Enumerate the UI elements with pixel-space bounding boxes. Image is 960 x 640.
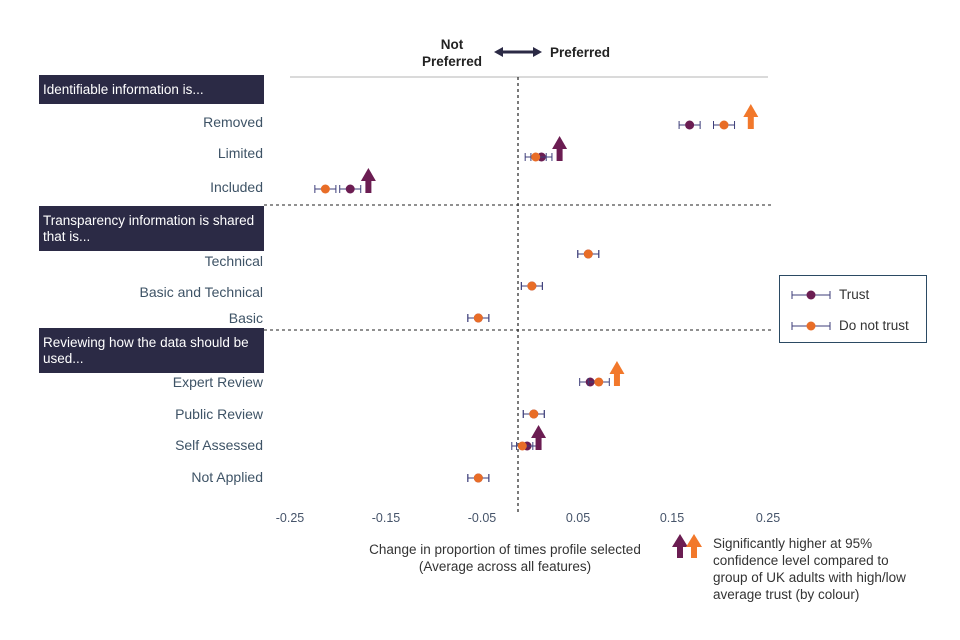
x-tick-label: 0.15	[659, 511, 685, 525]
x-tick-label: 0.05	[565, 511, 591, 525]
errorbar-point-do-not-trust	[587, 377, 610, 387]
errorbar-point-do-not-trust	[511, 441, 534, 451]
x-tick-label: -0.15	[371, 511, 401, 525]
note-arrow-do-not-trust	[686, 534, 702, 558]
direction-arrow	[494, 47, 542, 57]
x-axis-label-line2: (Average across all features)	[418, 559, 592, 574]
category-label-limited: Limited	[217, 145, 263, 161]
category-label-included: Included	[210, 179, 263, 195]
category-label-expert-review: Expert Review	[172, 374, 263, 390]
group-header-transparency: Transparency information is shared that …	[39, 206, 264, 251]
category-label-self-assessed: Self Assessed	[175, 437, 263, 453]
significance-arrow	[552, 136, 568, 161]
category-label-removed: Removed	[203, 114, 263, 130]
category-label-not-applied: Not Applied	[191, 469, 263, 485]
significance-arrow	[360, 168, 376, 193]
legend-label-do-not-trust: Do not trust	[839, 318, 909, 333]
x-tick-label: -0.25	[275, 511, 305, 525]
x-axis-label: Change in proportion of times profile se…	[330, 541, 680, 575]
note-arrow-trust	[672, 534, 688, 558]
group-header-reviewing: Reviewing how the data should be used...	[39, 328, 264, 373]
x-tick-label: -0.05	[467, 511, 497, 525]
x-axis-label-line1: Change in proportion of times profile se…	[369, 542, 641, 557]
significance-arrow	[531, 425, 547, 450]
legend-swatch-do-not-trust	[791, 321, 831, 331]
legend-swatch-trust	[791, 290, 831, 300]
errorbar-point-do-not-trust	[713, 120, 736, 130]
significance-arrow	[743, 104, 759, 129]
category-label-technical: Technical	[204, 253, 263, 269]
category-label-basic: Basic	[228, 310, 263, 326]
errorbar-point-trust	[678, 120, 701, 130]
legend-swatches	[791, 290, 831, 331]
errorbar-point-do-not-trust	[522, 409, 545, 419]
errorbar-point-trust	[339, 184, 362, 194]
preferred-label: Preferred	[550, 45, 611, 60]
category-label-public-review: Public Review	[175, 406, 263, 422]
legend-label-trust: Trust	[839, 287, 870, 302]
errorbar-point-do-not-trust	[314, 184, 337, 194]
significance-arrow	[609, 361, 625, 386]
significance-note: Significantly higher at 95% confidence l…	[713, 536, 906, 602]
not-preferred-label: Not Preferred	[421, 37, 483, 69]
legend: Trust Do not trust	[779, 275, 927, 343]
x-tick-label: 0.25	[755, 511, 781, 525]
group-header-identifiable: Identifiable information is...	[39, 75, 264, 104]
errorbar-point-do-not-trust	[577, 249, 600, 259]
errorbar-point-do-not-trust	[520, 281, 543, 291]
errorbar-point-do-not-trust	[524, 152, 547, 162]
category-label-basic-and-technical: Basic and Technical	[139, 284, 263, 300]
errorbar-point-do-not-trust	[467, 313, 490, 323]
note-arrows	[672, 534, 702, 558]
errorbar-point-do-not-trust	[467, 473, 490, 483]
